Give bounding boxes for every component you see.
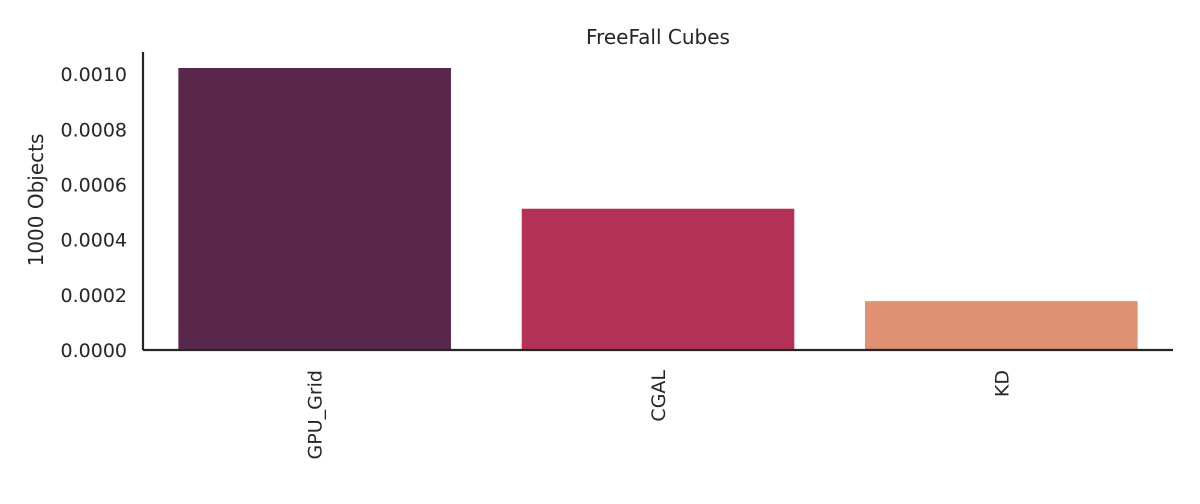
y-tick-label: 0.0010 xyxy=(61,64,127,86)
y-tick-label: 0.0004 xyxy=(61,230,127,252)
bars-group xyxy=(178,68,1138,350)
y-tick-label: 0.0002 xyxy=(61,285,127,307)
bar-kd xyxy=(865,301,1138,350)
x-tick-label: GPU_Grid xyxy=(305,370,327,459)
bar-cgal xyxy=(521,208,795,350)
x-tick-label: CGAL xyxy=(648,370,670,422)
chart-title: FreeFall Cubes xyxy=(586,25,730,49)
y-tick-label: 0.0006 xyxy=(61,174,127,196)
x-tick-label: KD xyxy=(991,370,1013,397)
bar-gpu-grid xyxy=(178,68,451,350)
y-axis-ticks: 0.0000 0.0002 0.0004 0.0006 0.0008 0.0010 xyxy=(61,64,127,362)
y-tick-label: 0.0000 xyxy=(61,340,127,362)
x-axis-ticks: GPU_Grid CGAL KD xyxy=(305,370,1014,460)
y-axis-label: 1000 Objects xyxy=(24,134,48,267)
y-tick-label: 0.0008 xyxy=(61,119,127,141)
